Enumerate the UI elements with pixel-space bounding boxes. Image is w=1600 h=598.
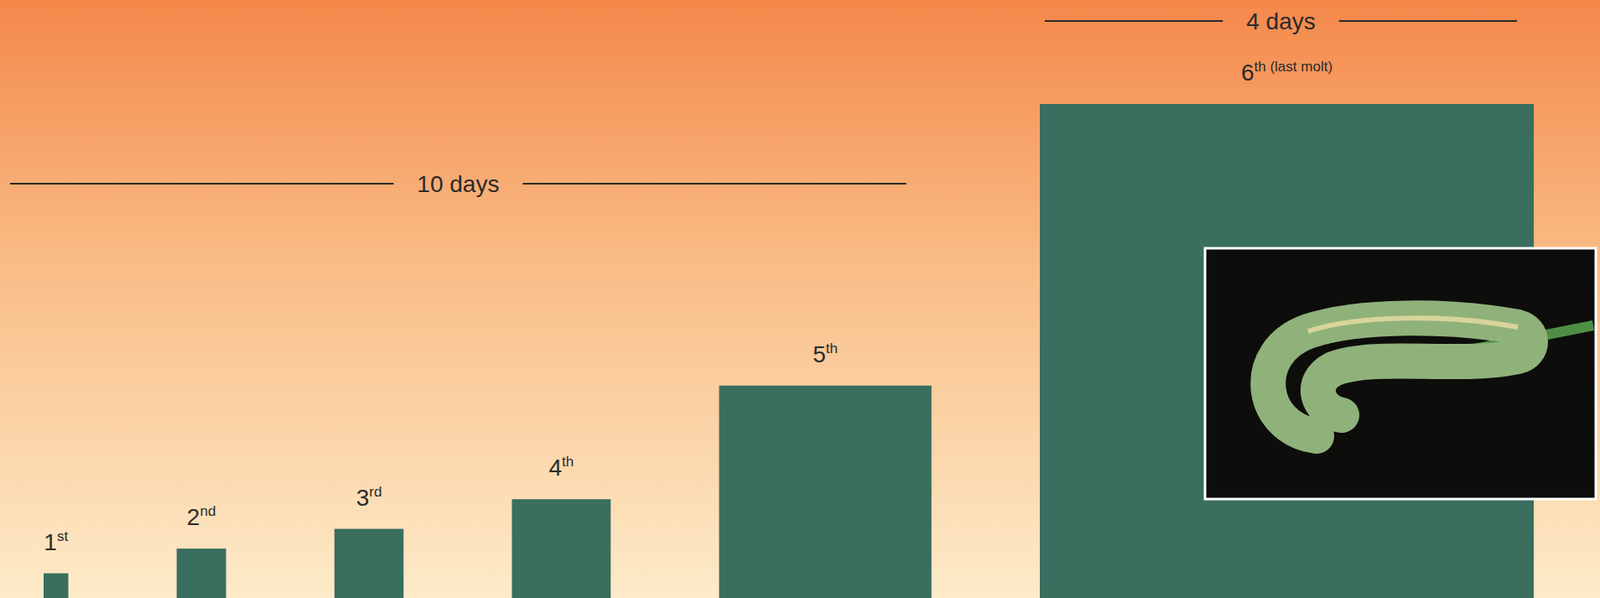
photo-larva bbox=[1267, 317, 1531, 437]
chart: 1st 2nd 3rd 4th 5th 6th (last molt) 10 days 4 d… bbox=[0, 0, 1600, 598]
bar bbox=[334, 529, 404, 598]
annotation: 4 days bbox=[1246, 8, 1316, 35]
bar bbox=[1039, 103, 1534, 598]
category-label: 3rd bbox=[356, 483, 383, 511]
photo-larva-stripe bbox=[1308, 317, 1518, 332]
annotation-line bbox=[1044, 20, 1223, 22]
bar bbox=[43, 573, 68, 598]
bar bbox=[176, 548, 227, 598]
bar bbox=[719, 385, 932, 598]
category-label: 5th bbox=[812, 340, 838, 368]
category-labels: 1st 2nd 3rd 4th 5th 6th (last molt) bbox=[43, 58, 1333, 556]
annotation-line bbox=[1339, 20, 1517, 22]
annotation-line bbox=[10, 182, 394, 185]
category-label: 6th (last molt) bbox=[1241, 58, 1333, 86]
annotation: 10 days bbox=[416, 171, 499, 198]
photo-inset bbox=[1205, 248, 1596, 499]
category-label: 2nd bbox=[187, 503, 217, 530]
background bbox=[0, 0, 1600, 598]
category-label: 1st bbox=[43, 528, 68, 556]
annotations: 10 days 4 days bbox=[10, 8, 1517, 198]
bar bbox=[511, 498, 611, 598]
photo-frame bbox=[1205, 248, 1596, 499]
annotation-line bbox=[522, 182, 906, 185]
category-label: 4th bbox=[548, 453, 574, 481]
